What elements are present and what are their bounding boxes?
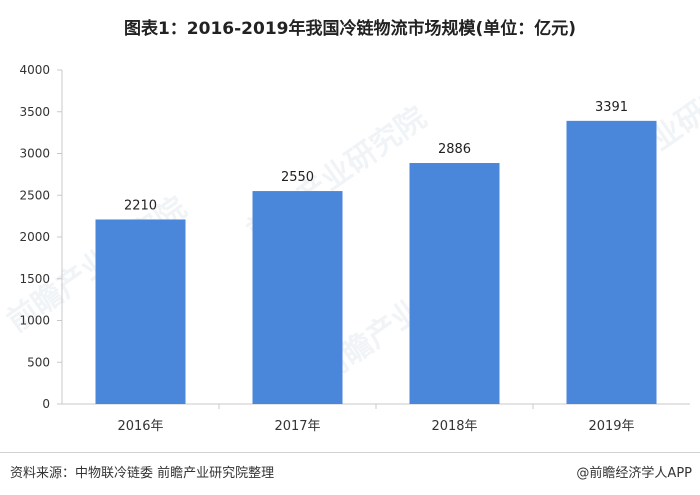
y-tick-label: 3500 — [19, 105, 50, 119]
y-tick-label: 0 — [42, 397, 50, 411]
y-tick-label: 3000 — [19, 147, 50, 161]
x-tick-label: 2016年 — [117, 419, 163, 434]
data-label: 2210 — [124, 198, 157, 213]
y-tick-label: 1500 — [19, 272, 50, 286]
y-tick-label: 2000 — [19, 230, 50, 244]
data-label: 2886 — [438, 142, 471, 157]
bar — [252, 191, 343, 404]
x-tick-label: 2017年 — [274, 419, 320, 434]
x-tick-label: 2019年 — [588, 419, 634, 434]
data-label: 3391 — [595, 100, 628, 115]
y-tick-label: 1000 — [19, 314, 50, 328]
y-tick-label: 500 — [27, 355, 50, 369]
x-tick-label: 2018年 — [431, 419, 477, 434]
bar — [95, 219, 186, 404]
bar-chart: 0 500 1000 1500 2000 2500 3000 3500 4000 2210 2016… — [19, 63, 690, 434]
y-tick-label: 2500 — [19, 188, 50, 202]
brand-credit: @前瞻经济学人APP — [576, 466, 692, 481]
bar — [566, 120, 657, 404]
y-tick-label: 4000 — [19, 63, 50, 77]
footer-divider — [0, 452, 700, 453]
chart-title: 图表1：2016-2019年我国冷链物流市场规模(单位：亿元) — [123, 19, 577, 39]
data-label: 2550 — [281, 170, 314, 185]
bar — [409, 163, 500, 404]
chart-area: 0 500 1000 1500 2000 2500 3000 3500 4000 2210 2016… — [0, 52, 700, 447]
source-note: 资料来源：中物联冷链委 前瞻产业研究院整理 — [10, 466, 275, 481]
